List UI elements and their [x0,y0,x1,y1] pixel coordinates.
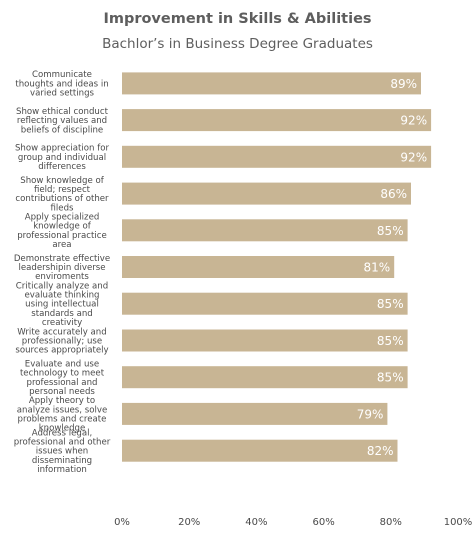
category-label-line: Apply theory to [29,396,95,406]
category-label-line: Show knowledge of [20,176,104,186]
data-label: 79% [357,407,384,421]
category-label-line: professional and other [14,438,111,448]
category-label-line: disseminating [32,456,92,466]
category-label-line: problems and create [18,415,107,425]
category-label-line: Communicate [32,70,92,80]
category-label: Show ethical conduct reflecting values an… [16,107,109,135]
category-label-line: professional and [27,378,98,388]
category-label: Write accurately and professionally; use s… [15,327,108,355]
bar [122,256,395,278]
data-label: 85% [377,224,404,238]
category-label: Apply specialized knowledge of professiona… [17,213,107,251]
bar [122,219,408,242]
category-label-line: professionally; use [22,337,102,347]
category-label-line: differences [38,162,86,172]
category-label-line: analyze issues, solve [17,405,108,415]
category-label-line: sources appropriately [15,346,108,356]
category-label: Evaluate and use technology to meet profes… [20,359,105,397]
category-label-line: knowledge [39,424,86,434]
category-label: Demonstrate effective leadershipin divers… [14,254,110,282]
category-label-line: area [52,240,71,250]
chart-subtitle: Bachlor’s in Business Degree Graduates [102,36,373,52]
category-label-line: Show ethical conduct [16,107,109,117]
bar [122,182,411,205]
bar [122,109,432,132]
category-label-line: creativity [42,318,82,328]
chart-title: Improvement in Skills & Abilities [103,11,372,27]
data-label: 81% [364,261,391,275]
data-label: 86% [380,187,407,201]
category-label-line: thoughts and ideas in [15,79,108,89]
category-label-line: Write accurately and [17,327,106,337]
category-label-line: knowledge of [33,222,92,232]
category-label-line: Apply specialized [25,213,100,223]
bar [122,329,408,352]
category-label-line: beliefs of discipline [21,125,103,135]
bar [122,439,398,462]
x-tick-label: 20% [178,517,200,528]
category-label-line: Demonstrate effective [14,254,110,264]
category-label-line: group and individual [18,153,106,163]
bar [122,145,432,168]
category-label-line: Show appreciation for [15,144,110,154]
category-label-line: Critically analyze and [16,281,108,291]
category-label: Show appreciation for group and individua… [15,144,110,172]
data-label: 92% [400,114,427,128]
data-label: 85% [377,371,404,385]
category-label-line: contributions of other [15,194,109,204]
data-label: 85% [377,334,404,348]
category-label: Communicate thoughts and ideas in varied s… [15,70,108,98]
category-label: Apply theory to analyze issues, solve prob… [17,396,108,434]
x-tick-label: 0% [114,517,130,528]
category-label-line: varied settings [30,89,95,99]
category-label-line: fileds [50,203,74,213]
category-label-line: field; respect [34,185,91,195]
category-label-line: issues when [36,447,89,457]
category-label-line: Evaluate and use [25,359,99,369]
category-label-line: leadershipin diverse [18,263,105,273]
category-label-line: personal needs [29,387,95,397]
data-label: 82% [367,444,394,458]
category-label-line: using intellectual [25,300,99,310]
bar [122,402,388,425]
bar [122,72,421,95]
x-tick-label: 40% [245,517,267,528]
data-label: 92% [400,150,427,164]
category-label-line: standards and [31,309,93,319]
x-tick-label: 80% [380,517,402,528]
category-label: Show knowledge of field; respect contribut… [15,176,109,214]
bar [122,366,408,389]
category-label: Address legal, professional and other issu… [14,428,111,475]
bar [122,292,408,315]
data-label: 85% [377,297,404,311]
category-label-line: information [37,465,87,475]
category-label: Critically analyze and evaluate thinking u… [16,281,108,328]
x-tick-label: 100% [444,517,473,528]
category-label-line: Address legal, [32,428,92,438]
category-label-line: reflecting values and [17,116,107,126]
category-label-line: technology to meet [20,369,105,379]
category-label-line: professional practice [17,231,107,241]
category-label-line: enviroments [35,272,89,282]
data-label: 89% [390,77,417,91]
category-label-line: evaluate thinking [24,291,99,301]
x-tick-label: 60% [312,517,334,528]
